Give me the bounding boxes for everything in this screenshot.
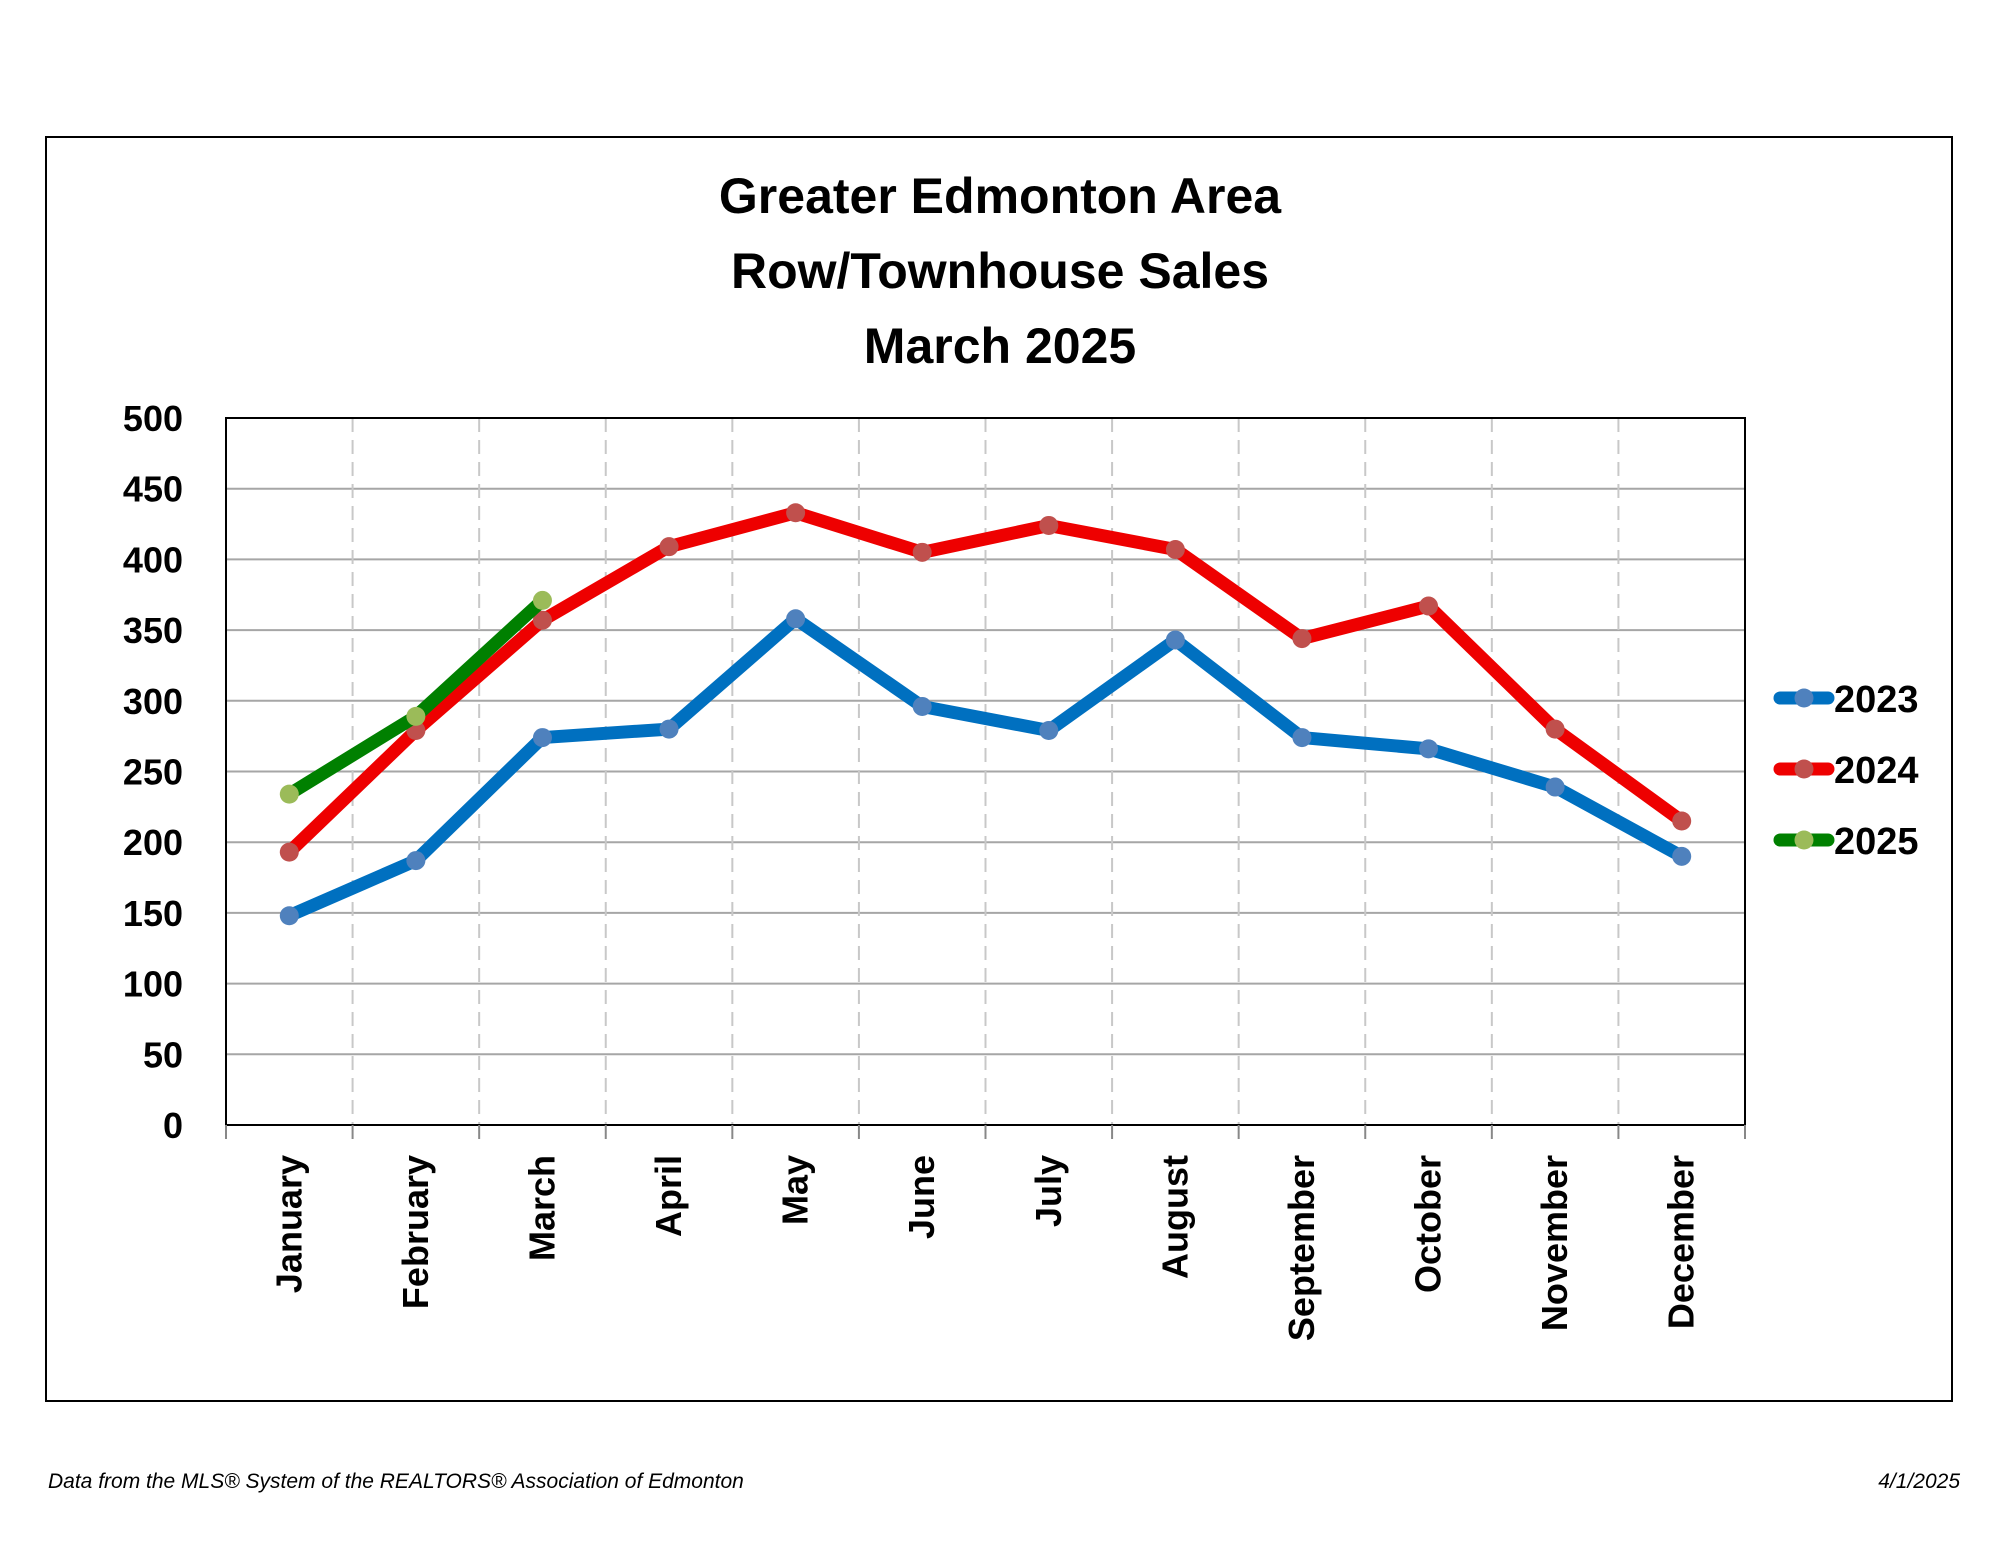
legend-label: 2025: [1834, 821, 1919, 863]
chart-title-line: Row/Townhouse Sales: [731, 243, 1269, 299]
x-tick-label: May: [775, 1155, 816, 1225]
legend-marker: [1794, 759, 1814, 779]
legend-item-2024: 2024: [1773, 750, 1919, 792]
data-point-2024: [1039, 515, 1059, 535]
footer-source-note: Data from the MLS® System of the REALTOR…: [48, 1470, 744, 1493]
x-tick-label: August: [1154, 1155, 1195, 1279]
footer-date: 4/1/2025: [1878, 1470, 1960, 1493]
data-point-2024: [1292, 629, 1312, 649]
data-point-2024: [1545, 719, 1565, 739]
data-point-2023: [1419, 739, 1439, 759]
data-point-2023: [1039, 720, 1059, 740]
x-tick-label: January: [268, 1155, 309, 1293]
chart-frame: [45, 136, 1953, 1402]
data-point-2023: [279, 906, 299, 926]
x-tick-label: March: [521, 1155, 562, 1261]
y-tick-label: 350: [123, 610, 183, 651]
data-point-2023: [406, 851, 426, 871]
y-tick-label: 450: [123, 469, 183, 510]
series-2023: [279, 609, 1692, 926]
y-tick-label: 200: [123, 822, 183, 863]
y-tick-label: 250: [123, 752, 183, 793]
legend-label: 2023: [1834, 679, 1919, 721]
x-tick-label: November: [1534, 1155, 1575, 1331]
legend-label: 2024: [1834, 750, 1919, 792]
x-tick-label: February: [395, 1155, 436, 1309]
legend-item-2025: 2025: [1773, 821, 1919, 863]
x-tick-label: July: [1028, 1155, 1069, 1227]
data-point-2023: [912, 696, 932, 716]
data-point-2024: [912, 542, 932, 562]
series-2025: [279, 590, 552, 804]
data-point-2024: [659, 537, 679, 557]
y-tick-label: 50: [143, 1034, 183, 1075]
data-point-2024: [1672, 811, 1692, 831]
y-tick-label: 100: [123, 964, 183, 1005]
data-point-2024: [279, 842, 299, 862]
legend-marker: [1794, 688, 1814, 708]
data-point-2025: [279, 784, 299, 804]
legend: 2023 2024 2025: [1773, 679, 1919, 863]
y-tick-label: 500: [123, 398, 183, 439]
data-point-2025: [406, 706, 426, 726]
data-point-2023: [786, 609, 806, 629]
x-tick-label: September: [1281, 1155, 1322, 1341]
data-point-2025: [532, 590, 552, 610]
legend-marker: [1794, 830, 1814, 850]
legend-item-2023: 2023: [1773, 679, 1919, 721]
data-point-2023: [1292, 728, 1312, 748]
data-point-2023: [532, 728, 552, 748]
y-tick-label: 0: [163, 1105, 183, 1146]
data-point-2023: [1165, 630, 1185, 650]
chart-title-line: March 2025: [864, 318, 1136, 374]
data-point-2023: [1545, 777, 1565, 797]
series-2024: [279, 503, 1692, 862]
data-point-2024: [1165, 540, 1185, 560]
x-tick-label: April: [648, 1155, 689, 1237]
x-tick-label: December: [1661, 1155, 1702, 1329]
data-point-2024: [786, 503, 806, 523]
data-series: [279, 503, 1692, 926]
y-axis-tick-labels: 0 50 100 150 200 250 300 350 400 450 500: [123, 398, 183, 1146]
axes: [225, 417, 1746, 1139]
y-tick-label: 400: [123, 539, 183, 580]
x-axis-tick-labels: January February March April May June July Augu…: [268, 1155, 1701, 1341]
series-line-2023: [282, 612, 1689, 923]
data-point-2024: [1419, 596, 1439, 616]
chart-title-line: Greater Edmonton Area: [719, 168, 1282, 224]
x-tick-label: October: [1408, 1155, 1449, 1293]
chart-title: Greater Edmonton Area Row/Townhouse Sales…: [719, 168, 1282, 374]
data-point-2023: [659, 719, 679, 739]
y-tick-label: 300: [123, 681, 183, 722]
series-line-2024: [282, 506, 1689, 859]
x-tick-label: June: [901, 1155, 942, 1239]
y-tick-label: 150: [123, 893, 183, 934]
data-point-2023: [1672, 846, 1692, 866]
data-point-2024: [532, 610, 552, 630]
